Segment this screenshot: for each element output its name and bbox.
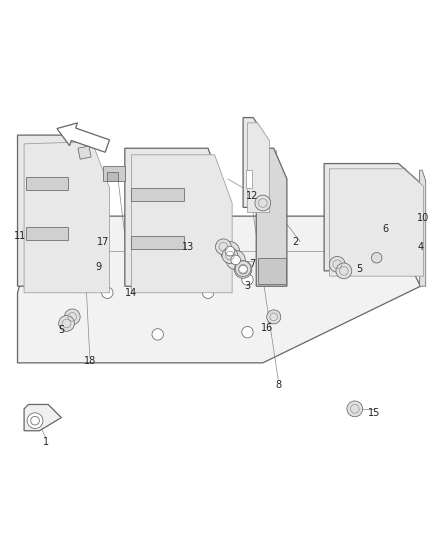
Circle shape xyxy=(234,261,252,278)
Circle shape xyxy=(267,310,281,324)
Circle shape xyxy=(31,416,39,425)
Text: 14: 14 xyxy=(125,288,138,298)
Text: 13: 13 xyxy=(182,242,194,252)
Polygon shape xyxy=(78,146,91,159)
Circle shape xyxy=(202,287,214,298)
Text: 12: 12 xyxy=(246,191,258,201)
Circle shape xyxy=(64,309,80,325)
Text: 11: 11 xyxy=(14,231,26,241)
Polygon shape xyxy=(246,170,252,188)
Text: 6: 6 xyxy=(382,224,389,235)
Text: 5: 5 xyxy=(356,264,362,273)
Polygon shape xyxy=(24,405,61,431)
Polygon shape xyxy=(131,155,232,293)
Circle shape xyxy=(222,248,238,263)
Polygon shape xyxy=(103,166,125,181)
Polygon shape xyxy=(18,216,420,363)
Polygon shape xyxy=(329,169,424,276)
Circle shape xyxy=(242,327,253,338)
Text: 18: 18 xyxy=(84,356,96,366)
Text: 9: 9 xyxy=(95,262,102,271)
Text: 10: 10 xyxy=(417,213,429,223)
Circle shape xyxy=(226,251,245,270)
Circle shape xyxy=(336,263,352,279)
Circle shape xyxy=(215,239,231,255)
Polygon shape xyxy=(131,188,184,201)
Polygon shape xyxy=(107,172,118,181)
Circle shape xyxy=(255,195,271,211)
Polygon shape xyxy=(256,148,287,286)
Text: 5: 5 xyxy=(58,325,64,335)
Circle shape xyxy=(71,280,82,292)
Polygon shape xyxy=(420,170,426,286)
Text: 8: 8 xyxy=(275,379,281,390)
Text: 4: 4 xyxy=(417,242,424,252)
Polygon shape xyxy=(26,227,68,240)
Polygon shape xyxy=(26,177,68,190)
Polygon shape xyxy=(131,236,184,249)
Circle shape xyxy=(59,316,74,332)
Text: 1: 1 xyxy=(43,437,49,447)
Text: 7: 7 xyxy=(249,260,255,269)
Text: 17: 17 xyxy=(97,237,109,247)
Circle shape xyxy=(329,256,345,272)
Circle shape xyxy=(231,255,240,265)
Polygon shape xyxy=(243,118,265,207)
Text: 16: 16 xyxy=(261,323,273,333)
Polygon shape xyxy=(324,164,418,271)
Circle shape xyxy=(102,287,113,298)
Circle shape xyxy=(239,265,247,274)
Circle shape xyxy=(235,261,251,277)
Circle shape xyxy=(332,254,343,265)
Circle shape xyxy=(347,401,363,417)
FancyArrow shape xyxy=(57,123,110,152)
Polygon shape xyxy=(247,123,269,213)
Circle shape xyxy=(152,329,163,340)
Text: 3: 3 xyxy=(244,281,251,291)
Circle shape xyxy=(27,413,43,429)
Text: 2: 2 xyxy=(293,237,299,247)
Polygon shape xyxy=(258,258,286,284)
Polygon shape xyxy=(24,142,110,293)
Polygon shape xyxy=(18,135,103,286)
Circle shape xyxy=(242,274,253,285)
Circle shape xyxy=(225,246,235,256)
Text: 15: 15 xyxy=(368,408,381,418)
Circle shape xyxy=(371,253,382,263)
Polygon shape xyxy=(125,148,226,286)
Circle shape xyxy=(220,241,240,261)
